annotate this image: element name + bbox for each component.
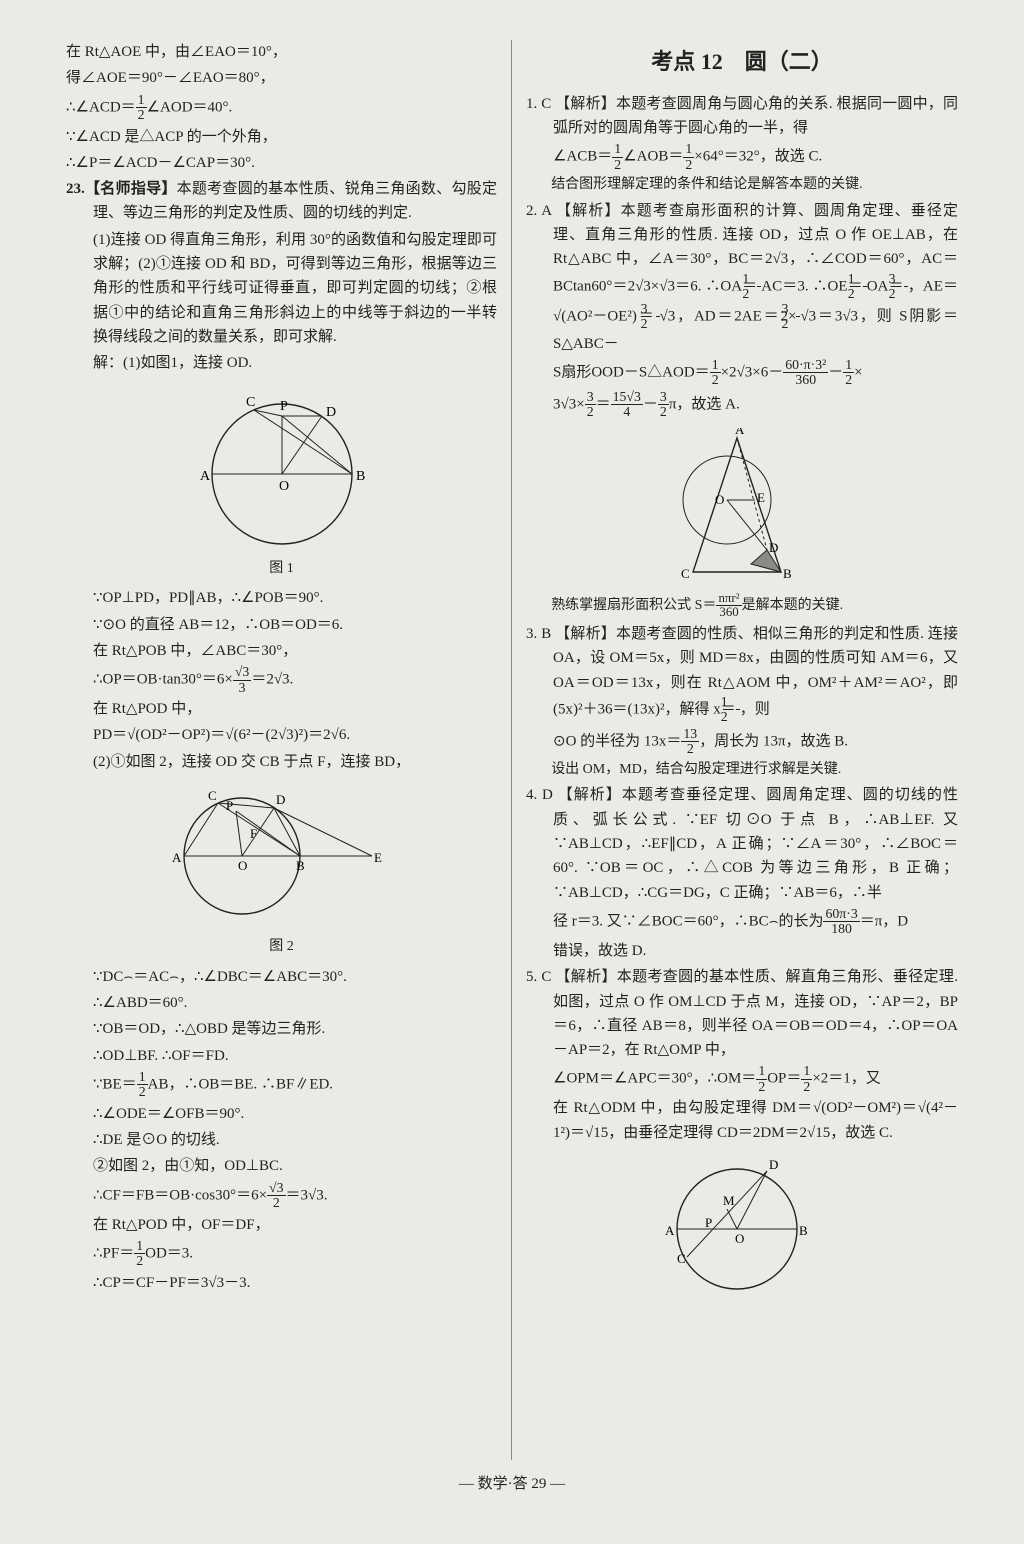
svg-text:C: C: [677, 1251, 686, 1266]
text-line: 得∠AOE＝90°－∠EAO＝80°，: [66, 66, 497, 90]
text-line: ∵∠ACD 是△ACP 的一个外角，: [66, 125, 497, 149]
svg-text:B: B: [799, 1223, 808, 1238]
svg-text:O: O: [279, 479, 289, 494]
text-line: ②如图 2，由①知，OD⊥BC.: [66, 1154, 497, 1178]
text-line: ∵OB＝OD，∴△OBD 是等边三角形.: [66, 1017, 497, 1041]
text-line: 3√3×32＝15√34－32π，故选 A.: [526, 390, 958, 420]
question-3: 3. B 【解析】本题考查圆的性质、相似三角形的判定和性质. 连接 OA，设 O…: [526, 622, 958, 725]
text-line: ∴∠ABD＝60°.: [66, 991, 497, 1015]
svg-text:B: B: [783, 566, 792, 581]
figure-caption: 图 2: [66, 936, 497, 959]
text-line: ⊙O 的半径为 13x＝132，周长为 13π，故选 B.: [526, 727, 958, 757]
question-5: 5. C 【解析】本题考查圆的基本性质、解直角三角形、垂径定理. 如图，过点 O…: [526, 965, 958, 1062]
label: 4. D 【解析】: [526, 787, 622, 803]
text-line: S扇形OOD－S△AOD＝12×2√3×6－60·π·3²360－12×: [526, 358, 958, 388]
figure-1: A B O C D P: [66, 384, 497, 554]
figure-r1: A B C O D E: [526, 428, 958, 588]
text-line: PD＝√(OD²－OP²)＝√(6²－(2√3)²)＝2√6.: [66, 723, 497, 747]
question-2: 2. A 【解析】本题考查扇形面积的计算、圆周角定理、垂径定理、直角三角形的性质…: [526, 199, 958, 356]
label: 1. C 【解析】: [526, 96, 616, 112]
text-line: 错误，故选 D.: [526, 939, 958, 963]
fraction: 12: [136, 93, 147, 123]
text-line: ∵BE＝12AB，∴OB＝BE. ∴BF∥ED.: [66, 1070, 497, 1100]
text-line: ∴OD⊥BF. ∴OF＝FD.: [66, 1044, 497, 1068]
svg-text:D: D: [276, 792, 285, 807]
svg-text:A: A: [665, 1223, 675, 1238]
text-line: ∴PF＝12OD＝3.: [66, 1239, 497, 1269]
text-line: 在 Rt△AOE 中，由∠EAO＝10°，: [66, 40, 497, 64]
key-note: 设出 OM，MD，结合勾股定理进行求解是关键.: [526, 759, 958, 782]
page-footer: — 数学·答 29 —: [52, 1472, 972, 1493]
svg-text:D: D: [326, 405, 336, 420]
svg-text:A: A: [172, 850, 182, 865]
text-line: ∴∠ODE＝∠OFB＝90°.: [66, 1102, 497, 1126]
text-line: ∴OP＝OB·tan30°＝6×√33＝2√3.: [66, 665, 497, 695]
right-column: 考点 12 圆（二） 1. C 【解析】本题考查圆周角与圆心角的关系. 根据同一…: [512, 40, 972, 1460]
svg-text:C: C: [246, 395, 255, 410]
section-heading: 考点 12 圆（二）: [526, 44, 958, 80]
figure-caption: 图 1: [66, 558, 497, 581]
text-line: (1)连接 OD 得直角三角形，利用 30°的函数值和勾股定理即可求解；(2)①…: [66, 228, 497, 349]
svg-text:A: A: [200, 469, 211, 484]
text-line: 在 Rt△POB 中，∠ABC＝30°，: [66, 639, 497, 663]
svg-text:B: B: [296, 858, 305, 873]
key-note: 结合图形理解定理的条件和结论是解答本题的关键.: [526, 174, 958, 197]
text-line: 在 Rt△POD 中，OF＝DF，: [66, 1213, 497, 1237]
label: 5. C 【解析】: [526, 969, 617, 985]
key-note: 熟练掌握扇形面积公式 S＝nπr²360是解本题的关键.: [526, 592, 958, 620]
svg-text:O: O: [715, 492, 724, 507]
question-1: 1. C 【解析】本题考查圆周角与圆心角的关系. 根据同一圆中，同弧所对的圆周角…: [526, 92, 958, 141]
text-line: 解：(1)如图1，连接 OD.: [66, 351, 497, 375]
text: ∠AOD＝40°.: [147, 99, 233, 115]
label: 2. A 【解析】: [526, 203, 621, 219]
figure-2: A B O C D P F E: [66, 782, 497, 932]
svg-text:A: A: [735, 428, 745, 437]
question-4: 4. D 【解析】本题考查垂径定理、圆周角定理、圆的切线的性质、弧长公式. ∵E…: [526, 783, 958, 904]
text-line: ∠ACB＝12∠AOB＝12×64°＝32°，故选 C.: [526, 142, 958, 172]
text-line: ∵OP⊥PD，PD∥AB，∴∠POB＝90°.: [66, 586, 497, 610]
svg-text:P: P: [226, 798, 233, 813]
svg-text:O: O: [735, 1231, 744, 1246]
svg-text:E: E: [374, 850, 382, 865]
label: 3. B 【解析】: [526, 626, 616, 642]
text-line: (2)①如图 2，连接 OD 交 CB 于点 F，连接 BD，: [66, 750, 497, 774]
text-line: ∵⊙O 的直径 AB＝12，∴OB＝OD＝6.: [66, 613, 497, 637]
text-line: 径 r＝3. 又∵∠BOC＝60°，∴BC⌢的长为60π·3180＝π，D: [526, 907, 958, 937]
left-column: 在 Rt△AOE 中，由∠EAO＝10°， 得∠AOE＝90°－∠EAO＝80°…: [52, 40, 512, 1460]
svg-text:O: O: [238, 858, 247, 873]
svg-text:P: P: [280, 399, 288, 414]
label: 23.【名师指导】: [66, 181, 177, 197]
text-line: ∵DC⌢＝AC⌢，∴∠DBC＝∠ABC＝30°.: [66, 965, 497, 989]
svg-text:B: B: [356, 469, 365, 484]
svg-text:D: D: [769, 540, 778, 555]
text-line: 在 Rt△POD 中，: [66, 697, 497, 721]
text: ∴∠ACD＝: [66, 99, 136, 115]
text-line: ∴DE 是⊙O 的切线.: [66, 1128, 497, 1152]
svg-text:E: E: [757, 490, 765, 505]
svg-text:F: F: [250, 826, 257, 841]
text-line: ∴∠P＝∠ACD－∠CAP＝30°.: [66, 151, 497, 175]
svg-text:M: M: [723, 1193, 735, 1208]
text-line: ∠OPM＝∠APC＝30°，∴OM＝12OP＝12×2＝1，又: [526, 1064, 958, 1094]
text-line: ∴CP＝CF－PF＝3√3－3.: [66, 1271, 497, 1295]
svg-text:C: C: [681, 566, 690, 581]
text-line: ∴CF＝FB＝OB·cos30°＝6×√32＝3√3.: [66, 1181, 497, 1211]
svg-text:D: D: [769, 1157, 778, 1172]
svg-text:C: C: [208, 788, 217, 803]
text-line: 在 Rt△ODM 中，由勾股定理得 DM＝√(OD²－OM²)＝√(4²－1²)…: [526, 1096, 958, 1145]
svg-text:P: P: [705, 1215, 712, 1230]
text-line: ∴∠ACD＝12∠AOD＝40°.: [66, 93, 497, 123]
figure-r2: A B O P M D C: [526, 1153, 958, 1299]
question-23: 23.【名师指导】本题考查圆的基本性质、锐角三角函数、勾股定理、等边三角形的判定…: [66, 177, 497, 226]
